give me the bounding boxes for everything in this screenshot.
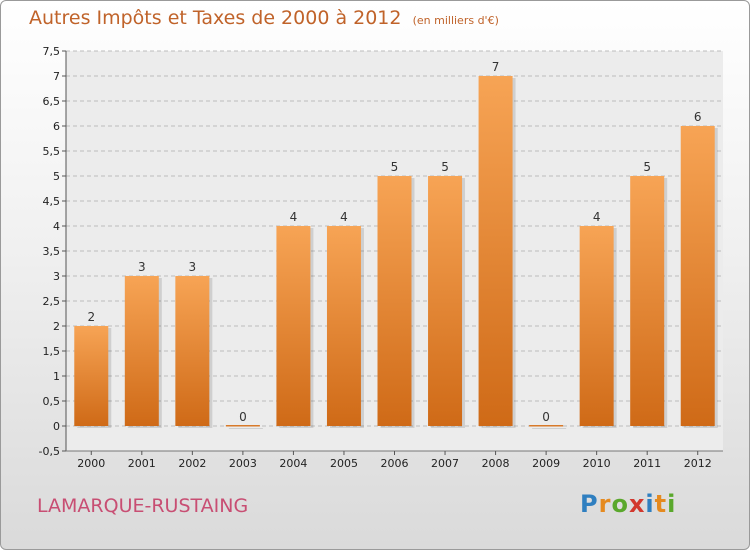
bar — [478, 76, 513, 426]
data-label: 5 — [643, 160, 651, 174]
bar — [175, 276, 210, 426]
x-tick-label: 2008 — [482, 457, 510, 470]
data-label: 4 — [290, 210, 298, 224]
y-tick-label: 2,5 — [43, 295, 61, 308]
logo-letter: t — [654, 490, 668, 518]
bar — [225, 425, 260, 427]
data-label: 0 — [239, 410, 247, 424]
x-tick-label: 2011 — [633, 457, 661, 470]
x-tick-label: 2005 — [330, 457, 358, 470]
data-label: 4 — [340, 210, 348, 224]
y-tick-label: 0,5 — [43, 395, 61, 408]
bar — [529, 425, 564, 427]
y-tick-label: 4,5 — [43, 195, 61, 208]
bar — [630, 176, 665, 426]
x-tick-label: 2003 — [229, 457, 257, 470]
logo-letter: i — [645, 490, 655, 518]
data-label: 5 — [391, 160, 399, 174]
x-tick-label: 2001 — [128, 457, 156, 470]
proxiti-logo: Proxiti — [580, 490, 676, 518]
commune-name: LAMARQUE-RUSTAING — [37, 495, 249, 517]
y-tick-label: 7 — [53, 70, 60, 83]
logo-letter: P — [580, 490, 599, 518]
data-label: 3 — [189, 260, 197, 274]
x-tick-label: 2012 — [684, 457, 712, 470]
chart-title-block: Autres Impôts et Taxes de 2000 à 2012 (e… — [29, 7, 499, 29]
bar — [276, 226, 311, 426]
bar — [428, 176, 463, 426]
y-tick-label: 3,5 — [43, 245, 61, 258]
y-tick-label: 1 — [53, 370, 60, 383]
bar — [74, 326, 109, 426]
x-tick-label: 2000 — [77, 457, 105, 470]
x-tick-label: 2007 — [431, 457, 459, 470]
bar-shadow — [532, 428, 567, 429]
chart-subtitle: (en milliers d'€) — [412, 14, 499, 27]
bar — [680, 126, 715, 426]
logo-letter: i — [667, 490, 677, 518]
bar-shadow — [228, 428, 263, 429]
data-label: 6 — [694, 110, 702, 124]
y-tick-label: 1,5 — [43, 345, 61, 358]
y-tick-label: 7,5 — [43, 45, 61, 58]
y-tick-label: 3 — [53, 270, 60, 283]
chart-title: Autres Impôts et Taxes de 2000 à 2012 — [29, 7, 402, 29]
bar — [326, 226, 361, 426]
data-label: 3 — [138, 260, 146, 274]
y-tick-label: -0,5 — [39, 445, 60, 458]
y-tick-label: 0 — [53, 420, 60, 433]
y-tick-label: 2 — [53, 320, 60, 333]
x-tick-label: 2002 — [178, 457, 206, 470]
x-tick-label: 2009 — [532, 457, 560, 470]
y-tick-label: 6 — [53, 120, 60, 133]
y-tick-label: 4 — [53, 220, 60, 233]
logo-letter: x — [628, 490, 646, 518]
y-tick-label: 5,5 — [43, 145, 61, 158]
x-tick-label: 2006 — [381, 457, 409, 470]
data-label: 7 — [492, 60, 500, 74]
x-tick-label: 2004 — [279, 457, 307, 470]
data-label: 5 — [441, 160, 449, 174]
data-label: 4 — [593, 210, 601, 224]
x-tick-label: 2010 — [583, 457, 611, 470]
logo-letter: r — [598, 490, 612, 518]
logo-letter: o — [611, 490, 629, 518]
bar — [124, 276, 159, 426]
y-tick-label: 6,5 — [43, 95, 61, 108]
y-tick-label: 5 — [53, 170, 60, 183]
bar — [579, 226, 614, 426]
data-label: 2 — [87, 310, 95, 324]
bar — [377, 176, 412, 426]
data-label: 0 — [542, 410, 550, 424]
